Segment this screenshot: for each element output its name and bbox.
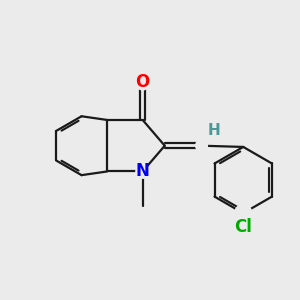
Circle shape (235, 205, 252, 222)
Text: O: O (136, 73, 150, 91)
Text: Cl: Cl (234, 218, 252, 236)
Text: H: H (208, 123, 220, 138)
Circle shape (136, 165, 149, 178)
Circle shape (196, 140, 207, 152)
Circle shape (136, 76, 149, 90)
Text: N: N (136, 163, 150, 181)
